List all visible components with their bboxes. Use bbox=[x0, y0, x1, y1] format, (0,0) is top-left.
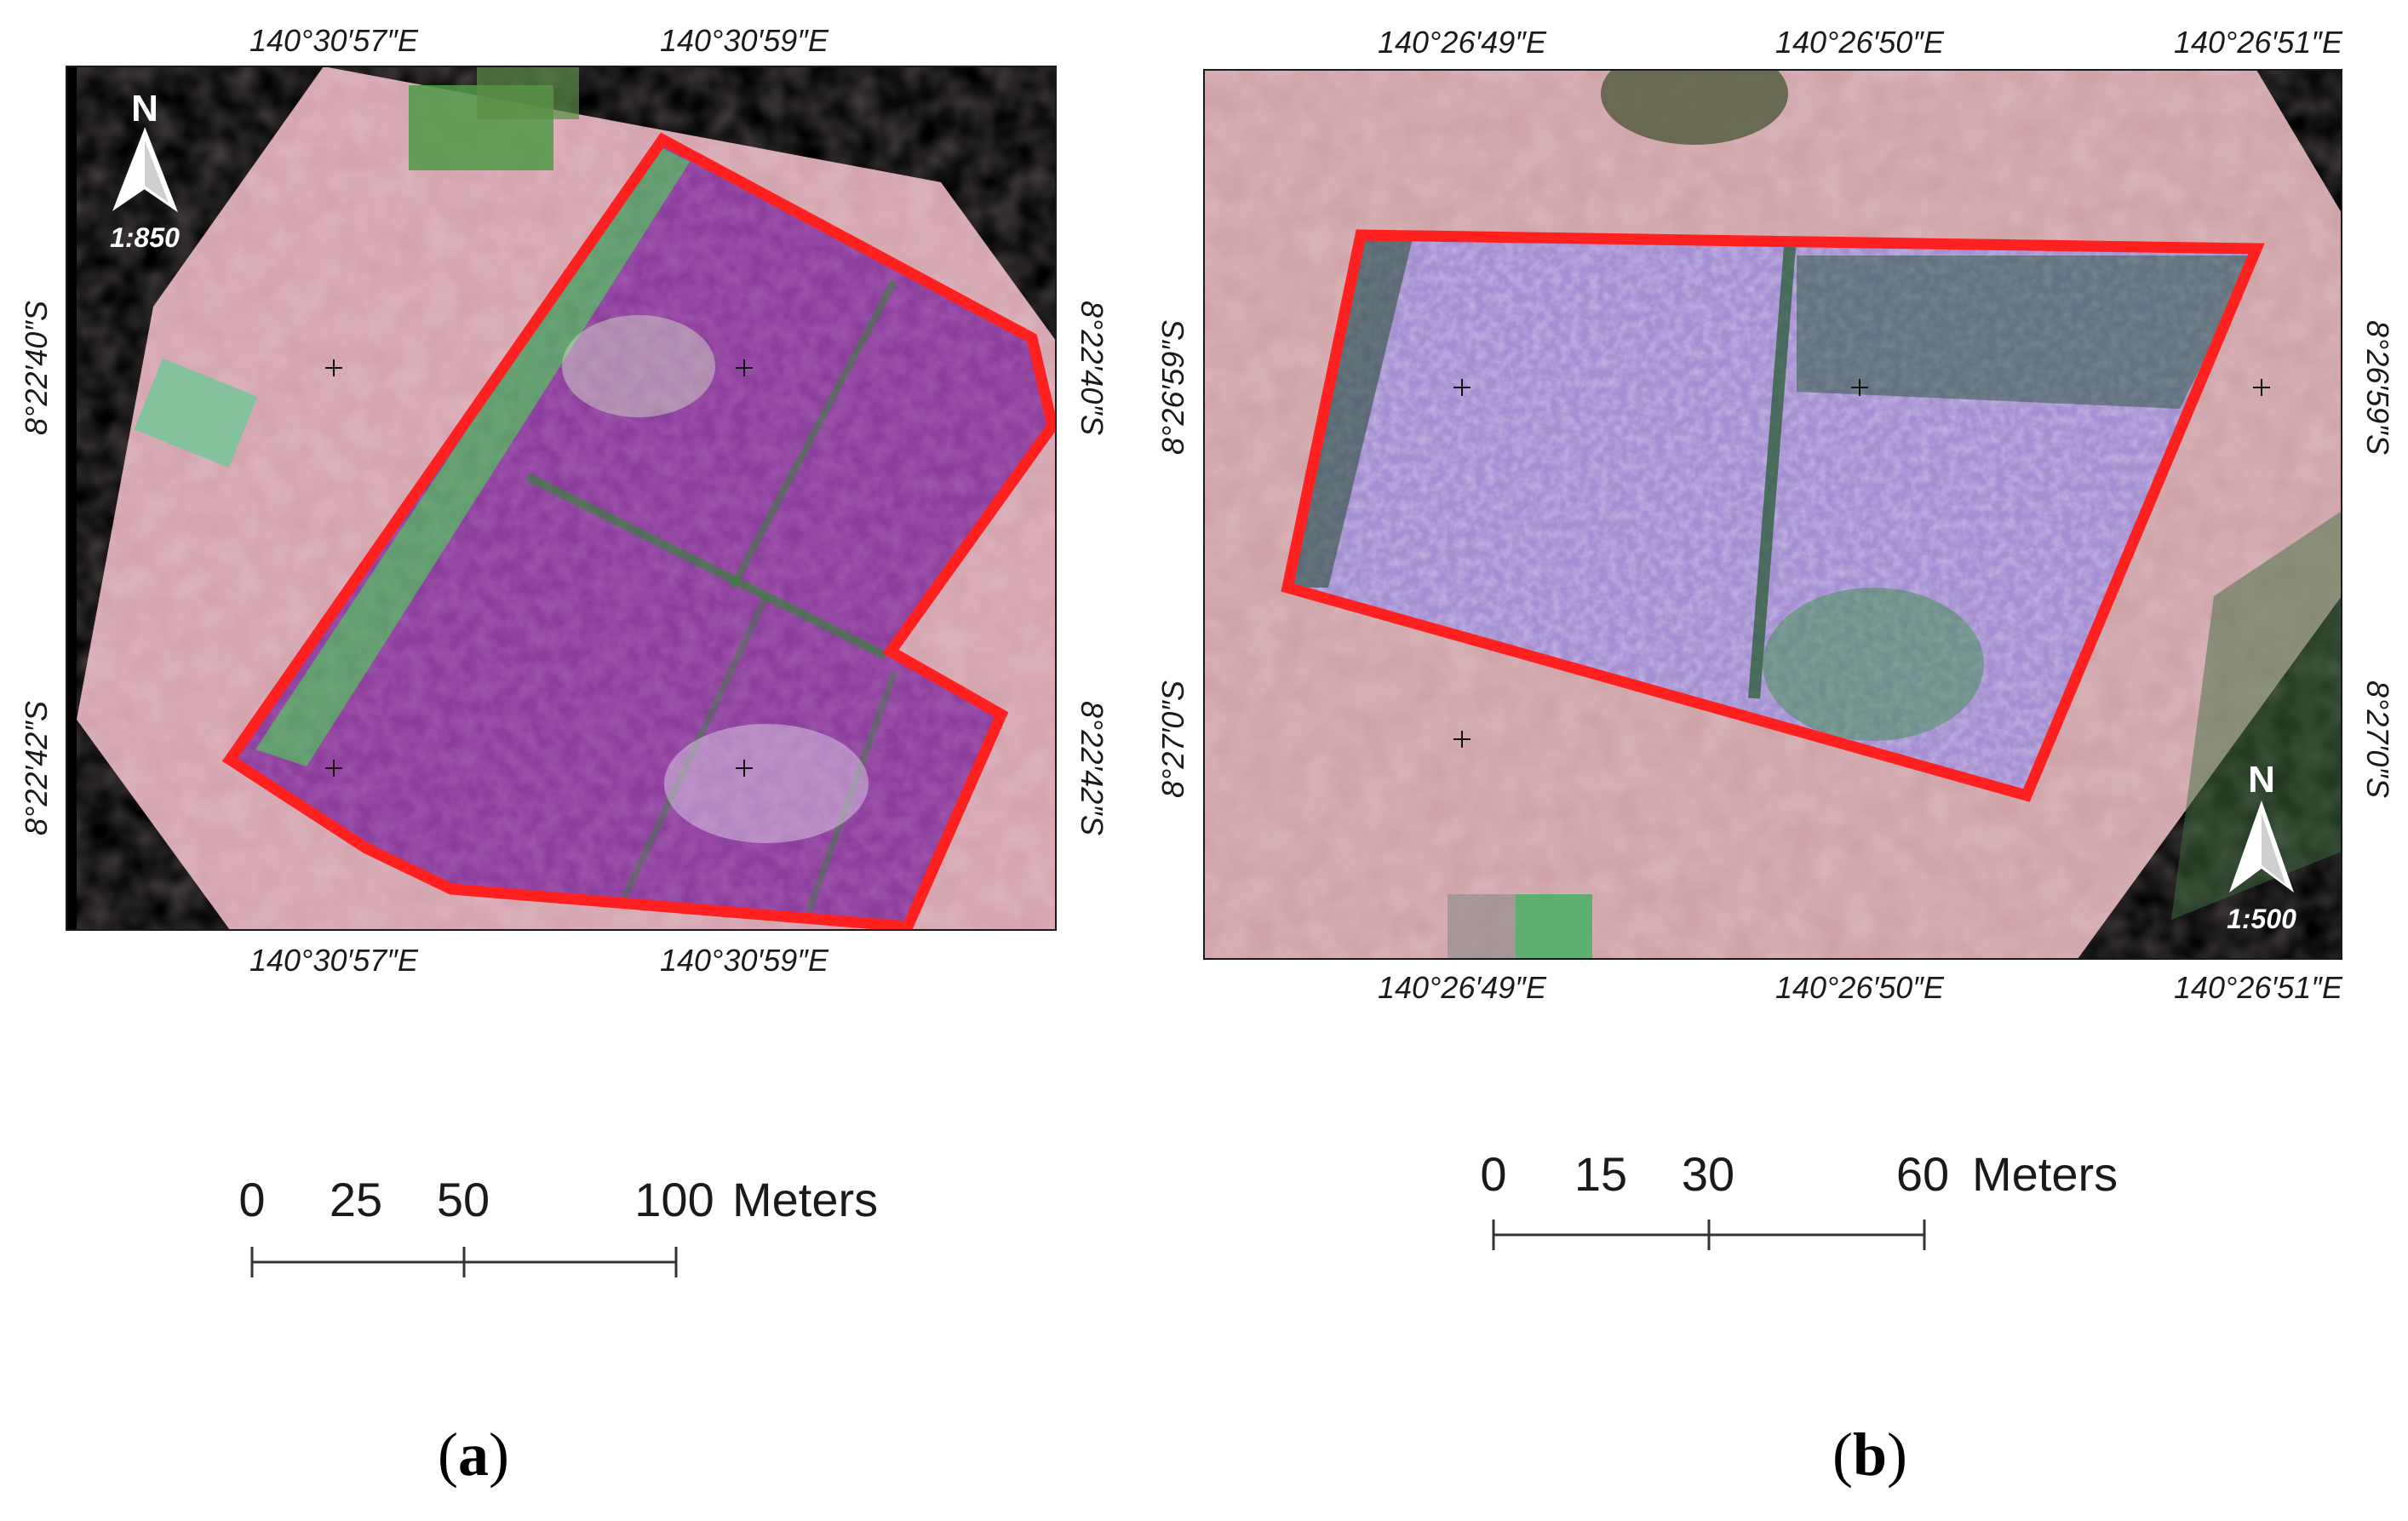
panel-a-scale-tick-3: 100 bbox=[634, 1173, 714, 1226]
panel-a-lon-top-1: 140°30′57″E bbox=[249, 23, 419, 58]
panel-b-lat-left-1: 8°26′59″S bbox=[1155, 320, 1190, 455]
panel-b-lat-left-2: 8°27′0″S bbox=[1155, 680, 1190, 798]
panel-b-scale-tick-1: 15 bbox=[1574, 1147, 1627, 1201]
panel-a-map: N 1:850 bbox=[66, 66, 1057, 931]
panel-a-lon-bottom-2: 140°30′59″E bbox=[660, 943, 829, 978]
panel-b-graticule bbox=[1453, 379, 2270, 748]
panel-a-label: (a) bbox=[438, 1421, 509, 1489]
panel-a-scale-tick-2: 50 bbox=[437, 1173, 490, 1226]
panel-b-scale-ratio: 1:500 bbox=[2227, 904, 2296, 934]
panel-b-pond bbox=[1601, 70, 1788, 145]
panel-b-lon-bottom-3: 140°26′51″E bbox=[2174, 970, 2343, 1005]
panel-a-coord-labels: 140°30′57″E 140°30′59″E 140°30′57″E 140°… bbox=[19, 23, 1109, 978]
panel-b-scale-tick-2: 30 bbox=[1682, 1147, 1734, 1201]
panel-b-coord-labels: 140°26′49″E 140°26′50″E 140°26′51″E 140°… bbox=[1155, 25, 2395, 1005]
panel-b-lon-bottom-2: 140°26′50″E bbox=[1775, 970, 1945, 1005]
panel-b-lon-top-2: 140°26′50″E bbox=[1775, 25, 1945, 60]
panel-b-lat-right-2: 8°27′0″S bbox=[2360, 680, 2395, 798]
panel-b-north-label: N bbox=[2248, 759, 2275, 801]
panel-b-scale-tick-3: 60 bbox=[1896, 1147, 1949, 1201]
panel-b-scale-unit: Meters bbox=[1972, 1147, 2118, 1201]
panel-a-lon-top-2: 140°30′59″E bbox=[660, 23, 829, 58]
panel-b-lat-right-1: 8°26′59″S bbox=[2360, 320, 2395, 455]
panel-b-map: N 1:500 bbox=[1203, 69, 2342, 960]
panel-b-study-area-boundary bbox=[1281, 229, 2265, 802]
panel-a-scale-ratio: 1:850 bbox=[110, 222, 180, 253]
panel-a-lat-left-1: 8°22′40″S bbox=[19, 301, 54, 435]
panel-a-north-label: N bbox=[131, 88, 158, 129]
panel-b-lon-bottom-1: 140°26′49″E bbox=[1378, 970, 1547, 1005]
panel-b-label: (b) bbox=[1832, 1421, 1907, 1489]
panel-b-north-arrow: N 1:500 bbox=[2227, 759, 2296, 934]
panel-b-scale-bar: 0 15 30 60 Meters bbox=[1480, 1147, 2118, 1250]
panel-a-north-arrow: N 1:850 bbox=[110, 88, 180, 253]
panel-a-lat-right-1: 8°22′40″S bbox=[1075, 301, 1109, 435]
panel-a-lat-left-2: 8°22′42″S bbox=[19, 701, 54, 835]
panel-a-scale-unit: Meters bbox=[732, 1173, 878, 1226]
panel-b-lon-top-3: 140°26′51″E bbox=[2174, 25, 2343, 60]
panel-a-scale-tick-0: 0 bbox=[238, 1173, 265, 1226]
panel-b-lon-top-1: 140°26′49″E bbox=[1378, 25, 1547, 60]
panel-a-graticule bbox=[325, 359, 753, 777]
panel-a-scale-bar: 0 25 50 100 Meters bbox=[238, 1173, 878, 1277]
panel-a-study-area-boundary bbox=[221, 132, 1056, 930]
panel-a-lat-right-2: 8°22′42″S bbox=[1075, 701, 1109, 835]
panel-a-lon-bottom-1: 140°30′57″E bbox=[249, 943, 419, 978]
panel-b-scale-tick-0: 0 bbox=[1480, 1147, 1506, 1201]
panel-a-scale-tick-1: 25 bbox=[330, 1173, 382, 1226]
